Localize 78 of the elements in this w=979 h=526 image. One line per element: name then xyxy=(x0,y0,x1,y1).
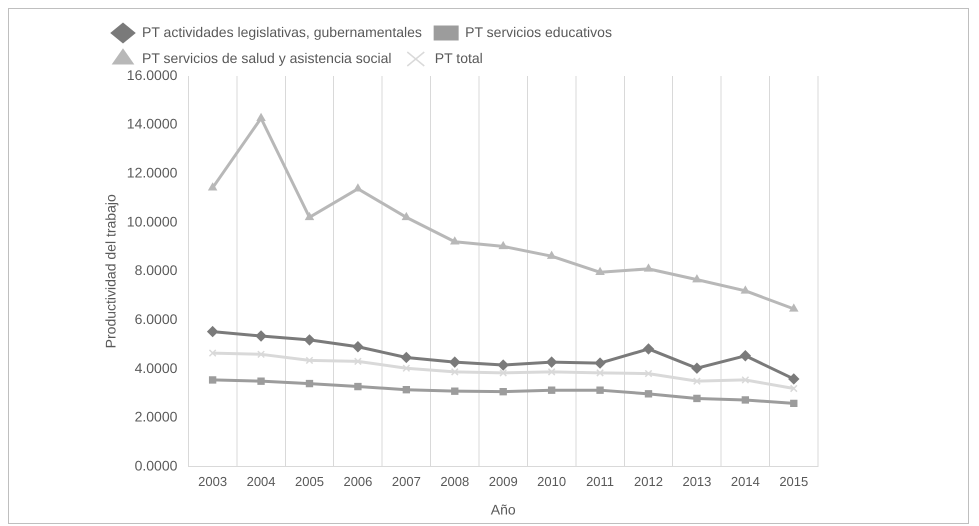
x-tick-label: 2007 xyxy=(392,474,421,489)
point xyxy=(596,386,604,394)
point xyxy=(790,400,798,408)
point xyxy=(546,356,558,368)
point xyxy=(642,343,654,354)
y-tick-label: 16.0000 xyxy=(126,66,178,83)
legend-label: PT servicios de salud y asistencia social xyxy=(142,50,392,66)
point xyxy=(208,182,218,191)
point xyxy=(693,394,701,402)
point xyxy=(402,386,410,394)
point xyxy=(789,304,798,312)
point xyxy=(498,241,508,250)
point xyxy=(742,396,750,404)
x-tick-label: 2011 xyxy=(586,474,614,489)
x-tick-label: 2013 xyxy=(682,474,712,489)
point xyxy=(451,387,458,395)
point xyxy=(788,373,800,384)
legend-label: PT servicios educativos xyxy=(465,24,612,40)
y-axis-title: Productividad del trabajo xyxy=(102,194,118,348)
point xyxy=(208,376,216,384)
point xyxy=(306,356,314,364)
point xyxy=(692,274,702,282)
x-tick-label: 2006 xyxy=(343,474,372,489)
point xyxy=(740,350,751,362)
y-tick-label: 4.0000 xyxy=(134,360,178,376)
point xyxy=(692,377,701,386)
point xyxy=(208,349,217,358)
point xyxy=(449,356,460,368)
point xyxy=(596,267,604,276)
point xyxy=(354,382,362,390)
point xyxy=(644,390,652,398)
point xyxy=(596,368,604,377)
point xyxy=(400,352,412,363)
point xyxy=(450,368,459,376)
point xyxy=(548,386,556,394)
y-tick-label: 10.0000 xyxy=(126,213,178,230)
point xyxy=(354,357,362,366)
point xyxy=(256,113,266,121)
x-tick-label: 2010 xyxy=(537,474,566,489)
point xyxy=(402,364,410,372)
point xyxy=(257,350,265,358)
x-tick-label: 2009 xyxy=(488,474,518,489)
point xyxy=(306,380,314,388)
point xyxy=(740,286,750,294)
y-tick-label: 2.0000 xyxy=(134,408,178,425)
point xyxy=(352,341,364,352)
x-tick-label: 2014 xyxy=(730,474,760,489)
legend-label: PT actividades legislativas, gubernamentales xyxy=(142,24,422,40)
x-tick-label: 2004 xyxy=(246,474,276,489)
x-tick-label: 2015 xyxy=(779,474,808,489)
y-tick-label: 12.0000 xyxy=(126,164,178,181)
point xyxy=(548,368,556,376)
x-axis-title: Año xyxy=(490,501,516,518)
point xyxy=(499,368,508,377)
y-tick-label: 8.0000 xyxy=(134,262,178,278)
point xyxy=(498,360,509,371)
point xyxy=(256,330,267,342)
point xyxy=(594,358,606,369)
point xyxy=(691,362,702,374)
point xyxy=(500,388,507,396)
point xyxy=(644,370,652,378)
point xyxy=(790,384,798,392)
y-tick-label: 0.0000 xyxy=(134,457,178,474)
point xyxy=(304,334,315,346)
point xyxy=(644,264,653,272)
x-tick-label: 2008 xyxy=(440,474,470,489)
legend-label: PT total xyxy=(434,50,483,66)
x-tick-label: 2003 xyxy=(198,474,228,489)
x-tick-label: 2012 xyxy=(634,474,663,489)
point xyxy=(354,184,362,192)
point xyxy=(741,376,750,384)
y-tick-label: 14.0000 xyxy=(126,116,178,132)
y-tick-label: 6.0000 xyxy=(134,310,178,327)
point xyxy=(450,236,460,245)
point xyxy=(207,326,218,338)
point xyxy=(305,212,314,220)
x-tick-label: 2005 xyxy=(295,474,324,489)
point xyxy=(257,377,265,385)
